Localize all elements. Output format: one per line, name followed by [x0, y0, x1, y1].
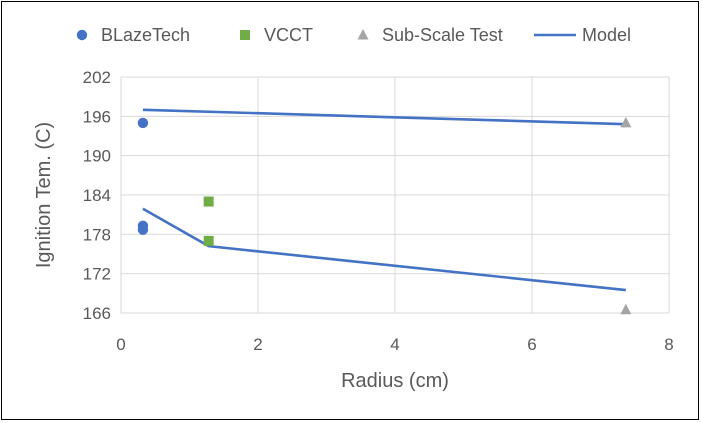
vcct-point [203, 196, 214, 207]
y-tick-label: 196 [83, 107, 111, 126]
y-tick-label: 184 [83, 186, 111, 205]
legend-label-model: Model [582, 25, 631, 45]
data-points [137, 116, 632, 315]
legend-marker-sub-scale-test [357, 29, 369, 40]
blazetech-point [137, 224, 149, 235]
legend-marker-vcct [240, 30, 250, 40]
model-lines [142, 108, 626, 292]
y-tick-label: 166 [83, 304, 111, 323]
y-tick-label: 172 [83, 265, 111, 284]
y-tick-label: 190 [83, 147, 111, 166]
y-tick-labels: 166 172 178 184 190 196 202 [83, 68, 111, 323]
x-tick-label: 6 [527, 335, 536, 354]
legend-label-vcct: VCCT [264, 25, 313, 45]
x-tick-label: 0 [116, 335, 125, 354]
legend: BLazeTech VCCT Sub-Scale Test Model [76, 25, 631, 45]
x-tick-label: 4 [390, 335, 399, 354]
y-tick-label: 178 [83, 225, 111, 244]
x-tick-label: 2 [253, 335, 262, 354]
sub-scale-test-point [620, 116, 632, 128]
y-axis-title: Ignition Tem. (C) [33, 122, 55, 268]
x-tick-label: 8 [664, 335, 673, 354]
model-line [142, 108, 626, 126]
sub-scale-test-point [620, 303, 632, 315]
vcct-point [203, 235, 214, 246]
legend-marker-blazetech [76, 29, 88, 41]
model-line [142, 207, 626, 292]
x-axis-title: Radius (cm) [341, 370, 449, 392]
y-tick-label: 202 [83, 68, 111, 87]
legend-label-sub-scale-test: Sub-Scale Test [382, 25, 503, 45]
legend-label-blazetech: BLazeTech [101, 25, 190, 45]
blazetech-point [137, 117, 149, 129]
x-tick-labels: 0 2 4 6 8 [116, 335, 673, 354]
